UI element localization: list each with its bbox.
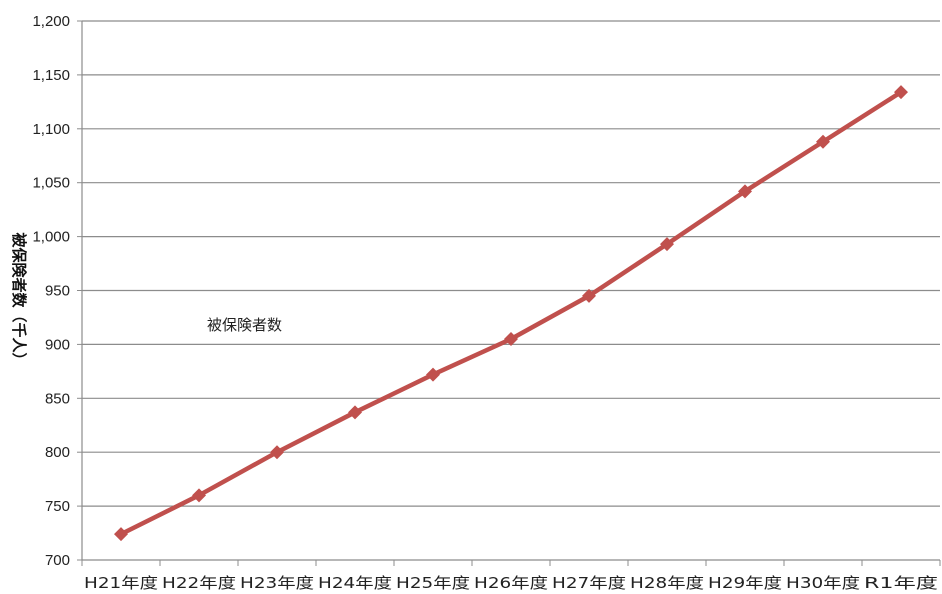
x-tick-label: H25年度 — [396, 574, 470, 592]
y-tick-label: 1,100 — [32, 121, 70, 138]
series-line — [118, 89, 904, 537]
x-tick-label: H28年度 — [630, 574, 704, 592]
x-tick-label: H30年度 — [786, 574, 860, 592]
series-line-group — [114, 85, 908, 542]
x-tick-label: H22年度 — [162, 574, 236, 592]
y-axis-ticks: 700 750 800 850 900 950 1,000 1,050 1,100 1,150 1,… — [32, 13, 82, 569]
data-point-marker — [426, 367, 440, 382]
y-tick-label: 950 — [45, 283, 70, 300]
data-point-marker — [270, 445, 284, 460]
data-point-marker — [582, 288, 596, 303]
data-point-marker — [738, 184, 752, 199]
y-tick-label: 1,000 — [32, 229, 70, 246]
y-tick-label: 1,150 — [32, 67, 70, 84]
y-tick-label: 1,050 — [32, 175, 70, 192]
y-tick-label: 850 — [45, 390, 70, 407]
x-tick-label: H24年度 — [318, 574, 392, 592]
gridlines — [82, 20, 940, 507]
x-tick-label: H27年度 — [552, 574, 626, 592]
data-point-marker — [894, 85, 908, 100]
y-axis-label: 被保険者数（千人） — [10, 232, 28, 367]
x-tick-label: H21年度 — [84, 574, 158, 592]
x-axis-ticks: H21年度 H22年度 H23年度 H24年度 H25年度 H26年度 H27年度 H28年度… — [81, 560, 941, 592]
y-tick-label: 1,200 — [32, 13, 70, 30]
x-tick-label: H23年度 — [240, 574, 314, 592]
data-point-marker — [816, 134, 830, 149]
series-label: 被保険者数 — [207, 316, 282, 334]
y-tick-label: 900 — [45, 336, 70, 353]
y-tick-label: 800 — [45, 444, 70, 461]
x-tick-label: H29年度 — [708, 574, 782, 592]
y-tick-label: 700 — [45, 552, 70, 569]
data-point-marker — [504, 332, 518, 347]
data-point-marker — [192, 488, 206, 503]
x-tick-label: R1年度 — [864, 574, 938, 592]
x-tick-label: H26年度 — [474, 574, 548, 592]
y-tick-label: 750 — [45, 498, 70, 515]
data-point-marker — [114, 527, 128, 542]
data-point-marker — [348, 405, 362, 420]
data-point-marker — [660, 237, 674, 252]
